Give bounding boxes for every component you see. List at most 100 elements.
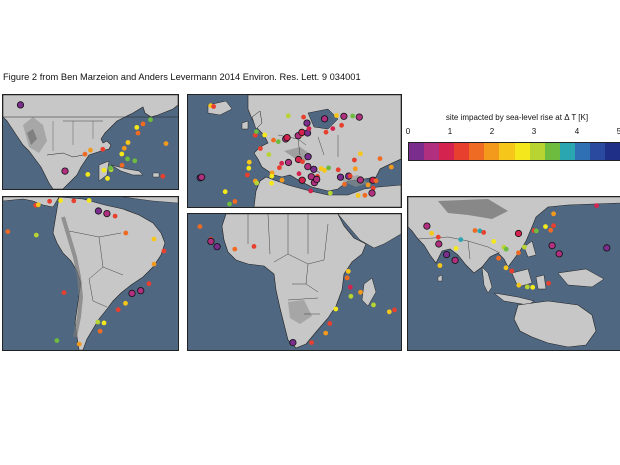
- site-marker: [207, 237, 215, 245]
- site-marker: [289, 339, 297, 347]
- site-marker: [548, 227, 554, 233]
- site-marker: [85, 172, 91, 177]
- site-marker: [365, 182, 371, 188]
- colorbar-swatch: [514, 143, 530, 160]
- site-marker: [371, 302, 376, 308]
- colorbar-swatch: [454, 143, 470, 160]
- site-marker: [5, 229, 11, 234]
- colorbar-swatch: [499, 143, 515, 160]
- legend-colorbar: [408, 142, 620, 161]
- site-marker: [429, 230, 435, 236]
- map-panel-south-america: [2, 196, 179, 351]
- site-marker: [269, 180, 274, 186]
- colorbar-swatch: [424, 143, 440, 160]
- site-marker: [277, 165, 282, 171]
- colorbar-swatch: [559, 143, 575, 160]
- legend-tick: 1: [447, 127, 453, 136]
- colorbar-swatch: [439, 143, 455, 160]
- site-marker: [339, 122, 344, 128]
- site-marker: [548, 241, 556, 250]
- legend-tick: 4: [574, 127, 580, 136]
- site-marker: [304, 153, 312, 161]
- site-marker: [254, 129, 259, 134]
- site-marker: [135, 130, 141, 136]
- site-marker: [326, 165, 331, 171]
- site-marker: [496, 255, 501, 261]
- site-marker: [533, 228, 539, 234]
- site-marker: [108, 165, 113, 171]
- site-marker: [347, 284, 353, 290]
- site-marker: [333, 306, 339, 312]
- site-marker: [327, 321, 333, 326]
- site-marker: [105, 176, 110, 181]
- site-marker: [262, 132, 268, 138]
- sites-europe: [196, 103, 394, 207]
- site-marker: [160, 173, 166, 179]
- site-marker: [477, 228, 483, 234]
- site-marker: [128, 289, 136, 298]
- site-marker: [58, 198, 63, 203]
- site-marker: [392, 307, 397, 313]
- site-marker: [121, 145, 127, 151]
- site-marker: [327, 190, 333, 196]
- site-marker: [279, 160, 285, 166]
- site-marker: [61, 167, 69, 175]
- site-marker: [101, 320, 107, 326]
- site-marker: [551, 211, 556, 217]
- site-marker: [227, 201, 232, 207]
- site-marker: [555, 250, 563, 258]
- site-marker: [54, 338, 60, 343]
- site-marker: [603, 244, 611, 252]
- site-marker: [481, 230, 487, 235]
- site-marker: [451, 256, 459, 264]
- site-marker: [269, 173, 275, 179]
- site-marker: [472, 228, 478, 233]
- site-marker: [308, 188, 314, 194]
- landmass-north-america: [3, 95, 178, 189]
- site-marker: [197, 224, 203, 229]
- site-marker: [246, 165, 252, 171]
- site-marker: [340, 112, 348, 120]
- site-marker: [119, 151, 125, 157]
- site-marker: [71, 198, 77, 204]
- site-marker: [530, 284, 536, 290]
- site-marker: [283, 133, 291, 142]
- site-marker: [373, 178, 379, 184]
- site-marker: [322, 168, 327, 173]
- site-marker: [503, 265, 509, 271]
- site-marker: [33, 232, 39, 238]
- colorbar-swatch: [484, 143, 500, 160]
- site-marker: [61, 290, 67, 295]
- site-marker: [232, 246, 238, 252]
- site-marker: [86, 198, 92, 203]
- site-marker: [101, 167, 107, 173]
- site-marker: [95, 319, 101, 325]
- site-marker: [435, 240, 443, 248]
- site-marker: [161, 248, 167, 254]
- site-marker: [198, 173, 206, 181]
- site-marker: [347, 173, 353, 179]
- site-marker: [284, 158, 293, 167]
- landmass-europe: [207, 95, 401, 207]
- site-marker: [594, 203, 599, 208]
- site-marker: [543, 224, 548, 229]
- site-marker: [246, 159, 252, 165]
- site-marker: [350, 113, 356, 119]
- colorbar-swatch: [469, 143, 485, 160]
- figure-title: Figure 2 from Ben Marzeion and Anders Le…: [3, 72, 361, 82]
- site-marker: [76, 341, 82, 347]
- site-marker: [304, 163, 312, 171]
- site-marker: [123, 300, 128, 306]
- site-marker: [352, 166, 358, 172]
- site-marker: [524, 284, 530, 290]
- site-marker: [352, 157, 357, 163]
- site-marker: [345, 268, 351, 274]
- colorbar-swatch: [574, 143, 590, 160]
- site-marker: [125, 156, 130, 162]
- site-marker: [516, 282, 522, 288]
- site-marker: [88, 147, 93, 153]
- site-marker: [16, 101, 25, 109]
- colorbar-swatch: [544, 143, 560, 160]
- site-marker: [119, 162, 125, 168]
- site-marker: [151, 261, 157, 267]
